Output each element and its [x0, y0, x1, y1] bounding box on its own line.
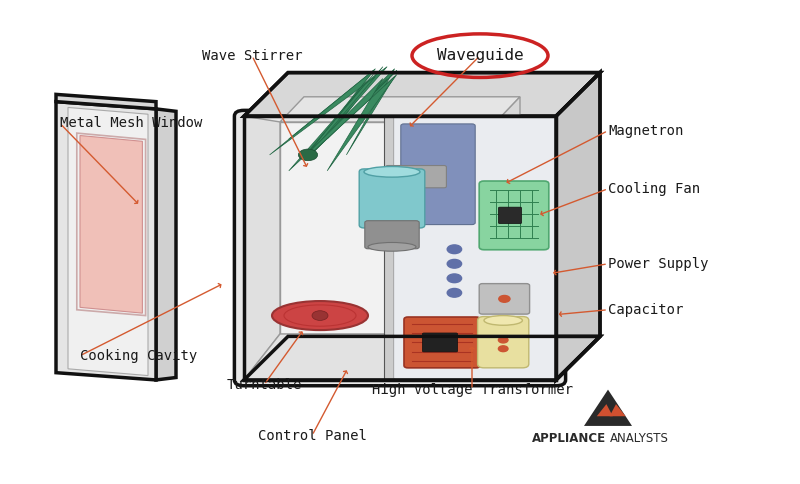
FancyBboxPatch shape [365, 221, 419, 249]
Polygon shape [56, 94, 156, 109]
Polygon shape [244, 334, 496, 380]
Polygon shape [610, 404, 626, 416]
Polygon shape [244, 336, 600, 380]
Polygon shape [384, 116, 396, 380]
FancyBboxPatch shape [386, 166, 446, 188]
Ellipse shape [368, 242, 416, 251]
Polygon shape [280, 122, 496, 334]
Polygon shape [597, 404, 613, 416]
Text: High Voltage Transformer: High Voltage Transformer [371, 383, 573, 396]
FancyBboxPatch shape [498, 207, 522, 224]
Polygon shape [289, 67, 387, 155]
Polygon shape [270, 69, 375, 156]
Polygon shape [244, 116, 280, 380]
Circle shape [499, 295, 510, 302]
Polygon shape [308, 69, 394, 156]
Circle shape [498, 346, 508, 351]
Text: Capacitor: Capacitor [608, 303, 683, 317]
Text: Wave Stirrer: Wave Stirrer [202, 49, 302, 62]
Text: Metal Mesh Window: Metal Mesh Window [60, 117, 202, 130]
Polygon shape [156, 109, 176, 380]
Circle shape [447, 274, 462, 283]
Polygon shape [306, 75, 397, 171]
FancyBboxPatch shape [478, 317, 529, 368]
Circle shape [412, 340, 452, 364]
Polygon shape [80, 136, 142, 313]
Polygon shape [68, 107, 148, 376]
Polygon shape [556, 73, 600, 380]
Circle shape [298, 149, 318, 161]
Circle shape [498, 337, 508, 343]
Text: Cooking Cavity: Cooking Cavity [80, 349, 198, 363]
Text: Waveguide: Waveguide [437, 48, 523, 63]
Ellipse shape [484, 316, 522, 325]
FancyBboxPatch shape [422, 333, 458, 352]
FancyBboxPatch shape [234, 110, 566, 386]
FancyBboxPatch shape [404, 317, 480, 368]
Polygon shape [584, 390, 632, 426]
Polygon shape [56, 102, 156, 380]
Polygon shape [496, 97, 520, 334]
FancyBboxPatch shape [479, 181, 549, 250]
Text: Control Panel: Control Panel [258, 429, 366, 442]
Text: Power Supply: Power Supply [608, 257, 709, 271]
Text: Cooling Fan: Cooling Fan [608, 182, 700, 196]
FancyBboxPatch shape [479, 284, 530, 314]
Text: ANALYSTS: ANALYSTS [610, 432, 669, 445]
Text: APPLIANCE: APPLIANCE [532, 432, 606, 445]
Text: Turntable: Turntable [226, 378, 302, 392]
Circle shape [312, 311, 328, 320]
FancyBboxPatch shape [394, 116, 558, 380]
FancyBboxPatch shape [401, 124, 475, 225]
Ellipse shape [272, 301, 368, 330]
FancyBboxPatch shape [359, 169, 425, 228]
Polygon shape [289, 75, 387, 171]
Polygon shape [244, 73, 600, 116]
Text: Magnetron: Magnetron [608, 124, 683, 137]
Circle shape [447, 259, 462, 268]
Circle shape [447, 245, 462, 254]
Polygon shape [280, 97, 520, 122]
Polygon shape [306, 67, 397, 155]
Circle shape [447, 288, 462, 297]
Ellipse shape [364, 166, 420, 177]
